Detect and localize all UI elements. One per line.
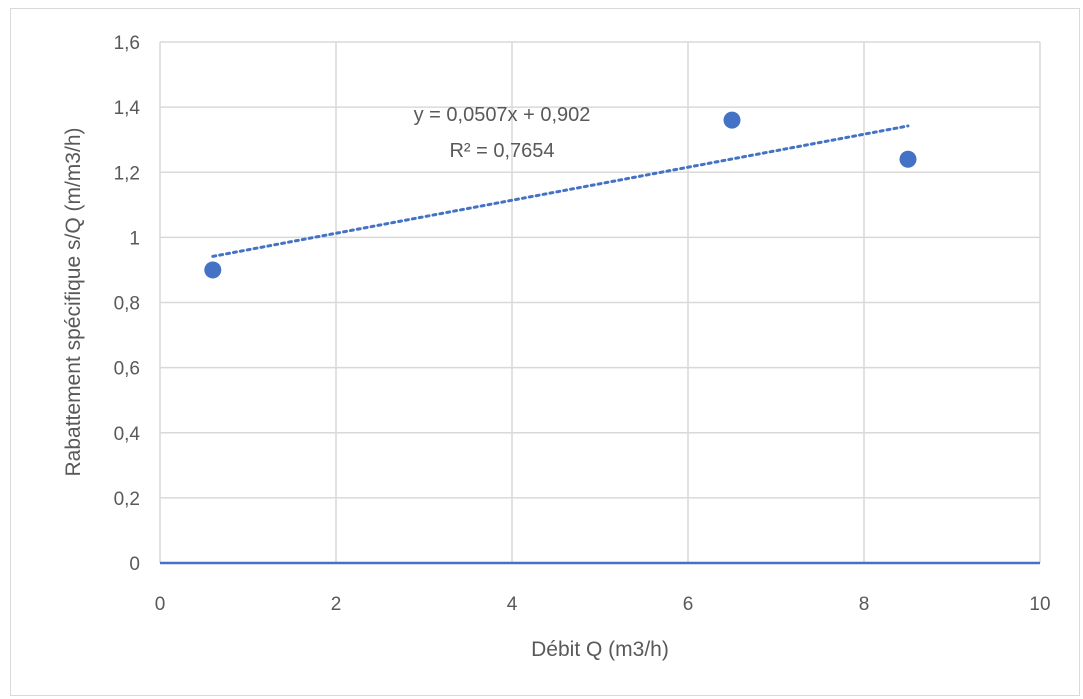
data-point [204, 261, 222, 279]
x-tick-label: 6 [683, 594, 694, 615]
x-tick-label: 4 [507, 594, 518, 615]
x-tick-label: 2 [331, 594, 342, 615]
trendline-equation: y = 0,0507x + 0,902 [414, 104, 591, 126]
y-tick-label: 0,2 [114, 489, 140, 510]
trendline [211, 124, 910, 258]
y-tick-label: 1,4 [114, 98, 141, 119]
y-tick-label: 0,8 [114, 294, 140, 315]
x-tick-label: 8 [859, 594, 870, 615]
y-tick-label: 1,2 [114, 163, 140, 184]
y-tick-label: 0,6 [114, 359, 140, 380]
x-tick-label: 10 [1029, 594, 1050, 615]
y-tick-label: 0 [129, 554, 140, 575]
x-tick-label: 0 [155, 594, 166, 615]
gridlines [159, 41, 1041, 563]
r-squared-label: R² = 0,7654 [449, 140, 554, 162]
y-tick-label: 1 [129, 228, 140, 249]
data-points [204, 111, 917, 279]
y-tick-label: 0,4 [114, 424, 141, 445]
tick-labels: 0 0,2 0,4 0,6 0,8 1 1,2 1,4 1,6 0 2 4 6 8 10 [114, 33, 1051, 615]
y-tick-label: 1,6 [114, 33, 140, 54]
trendline-layer [211, 124, 910, 258]
y-axis-title: Rabattement spécifique s/Q (m/m3/h) [62, 128, 85, 477]
chart-area [10, 8, 1080, 696]
data-point [723, 111, 741, 129]
data-point [899, 150, 917, 168]
x-axis-title: Débit Q (m3/h) [531, 638, 669, 661]
